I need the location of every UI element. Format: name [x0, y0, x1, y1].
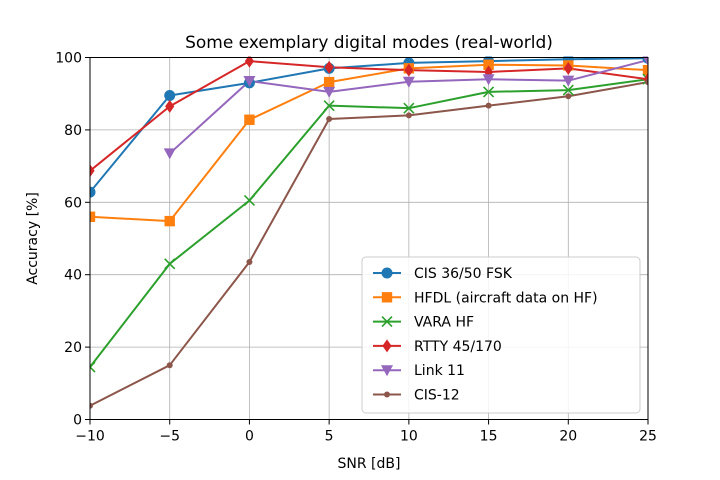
data-point-hfdl-aircraft-data-on-hf	[642, 64, 648, 76]
data-point-hfdl-aircraft-data-on-hf	[164, 215, 175, 227]
data-point-cis-12	[326, 116, 333, 123]
axis-ticks: −10 −5 0 5 10 15 20 25 0 20 40 60 80 100	[55, 51, 657, 445]
series-line-cis-12	[90, 81, 648, 407]
y-tick-label: 20	[64, 340, 82, 356]
legend-label-rtty-45-170: RTTY 45/170	[414, 339, 502, 355]
data-point-cis-12	[246, 259, 253, 266]
data-point-vara-hf	[562, 84, 574, 96]
legend-label-cis-36-50-fsk: CIS 36/50 FSK	[414, 266, 513, 282]
data-point-link-11	[642, 56, 648, 67]
data-point-cis-12	[485, 102, 492, 109]
x-tick-label: 20	[559, 429, 577, 445]
legend-label-link-11: Link 11	[414, 363, 465, 379]
data-point-cis-12	[565, 93, 572, 100]
series-line-hfdl-aircraft-data-on-hf	[90, 63, 648, 223]
legend-box	[361, 256, 641, 414]
legend-marker-hfdl-aircraft-data-on-hf	[381, 292, 393, 303]
chart-title: Some exemplary digital modes (real-world…	[185, 33, 553, 53]
series-markers	[90, 56, 648, 409]
data-point-cis-12	[405, 112, 412, 119]
x-axis-label: SNR [dB]	[338, 456, 401, 472]
x-tick-label: 0	[245, 429, 254, 445]
data-point-rtty-45-170	[90, 164, 95, 178]
legend-marker-cis-36-50-fsk	[381, 267, 393, 279]
y-tick-label: 0	[73, 413, 82, 429]
data-point-vara-hf	[323, 100, 335, 112]
data-point-link-11	[163, 148, 176, 160]
data-point-link-11	[562, 75, 575, 87]
legend-marker-vara-hf	[381, 316, 393, 328]
series-line-rtty-45-170	[90, 60, 648, 172]
y-tick-label: 100	[55, 51, 82, 67]
data-point-cis-12	[645, 79, 648, 86]
data-point-vara-hf	[90, 361, 96, 373]
data-point-hfdl-aircraft-data-on-hf	[323, 76, 335, 88]
series-line-cis-36-50-fsk	[90, 57, 648, 193]
data-point-vara-hf	[483, 86, 495, 98]
data-point-link-11	[482, 74, 495, 86]
data-point-vara-hf	[642, 73, 648, 85]
data-point-link-11	[323, 86, 336, 98]
data-point-rtty-45-170	[404, 63, 414, 77]
data-point-cis-36-50-fsk	[90, 186, 96, 198]
data-point-rtty-45-170	[165, 99, 175, 113]
data-point-hfdl-aircraft-data-on-hf	[90, 211, 96, 222]
data-point-hfdl-aircraft-data-on-hf	[483, 59, 494, 70]
data-point-cis-12	[166, 362, 173, 369]
data-point-link-11	[402, 76, 415, 88]
x-tick-label: 5	[325, 429, 334, 445]
plot-frame	[89, 57, 649, 420]
legend: CIS 36/50 FSK HFDL (aircraft data on HF) V…	[361, 256, 641, 414]
data-point-rtty-45-170	[563, 61, 573, 75]
legend-marker-rtty-45-170	[382, 339, 392, 353]
data-point-vara-hf	[243, 194, 255, 207]
data-point-vara-hf	[164, 258, 176, 270]
y-tick-label: 80	[64, 123, 82, 139]
data-point-rtty-45-170	[324, 60, 334, 74]
x-tick-label: 15	[480, 429, 498, 445]
y-tick-label: 60	[64, 195, 82, 211]
x-tick-label: 25	[639, 429, 657, 445]
x-tick-label: −5	[159, 429, 180, 445]
data-point-cis-36-50-fsk	[164, 90, 176, 102]
legend-marker-link-11	[381, 365, 393, 377]
y-axis-label: Accuracy [%]	[25, 192, 41, 285]
x-tick-label: −10	[75, 429, 105, 445]
data-point-rtty-45-170	[244, 56, 255, 68]
data-point-vara-hf	[403, 102, 415, 114]
data-point-cis-12	[90, 402, 93, 409]
legend-label-vara-hf: VARA HF	[414, 315, 474, 331]
x-tick-label: 10	[400, 429, 418, 445]
legend-marker-cis-12	[384, 391, 390, 398]
legend-label-hfdl-aircraft-data-on-hf: HFDL (aircraft data on HF)	[414, 290, 598, 306]
y-tick-label: 40	[64, 268, 82, 284]
data-point-hfdl-aircraft-data-on-hf	[244, 114, 255, 125]
legend-label-cis-12: CIS-12	[414, 388, 460, 404]
data-point-link-11	[243, 76, 256, 88]
series-line-vara-hf	[90, 78, 648, 368]
